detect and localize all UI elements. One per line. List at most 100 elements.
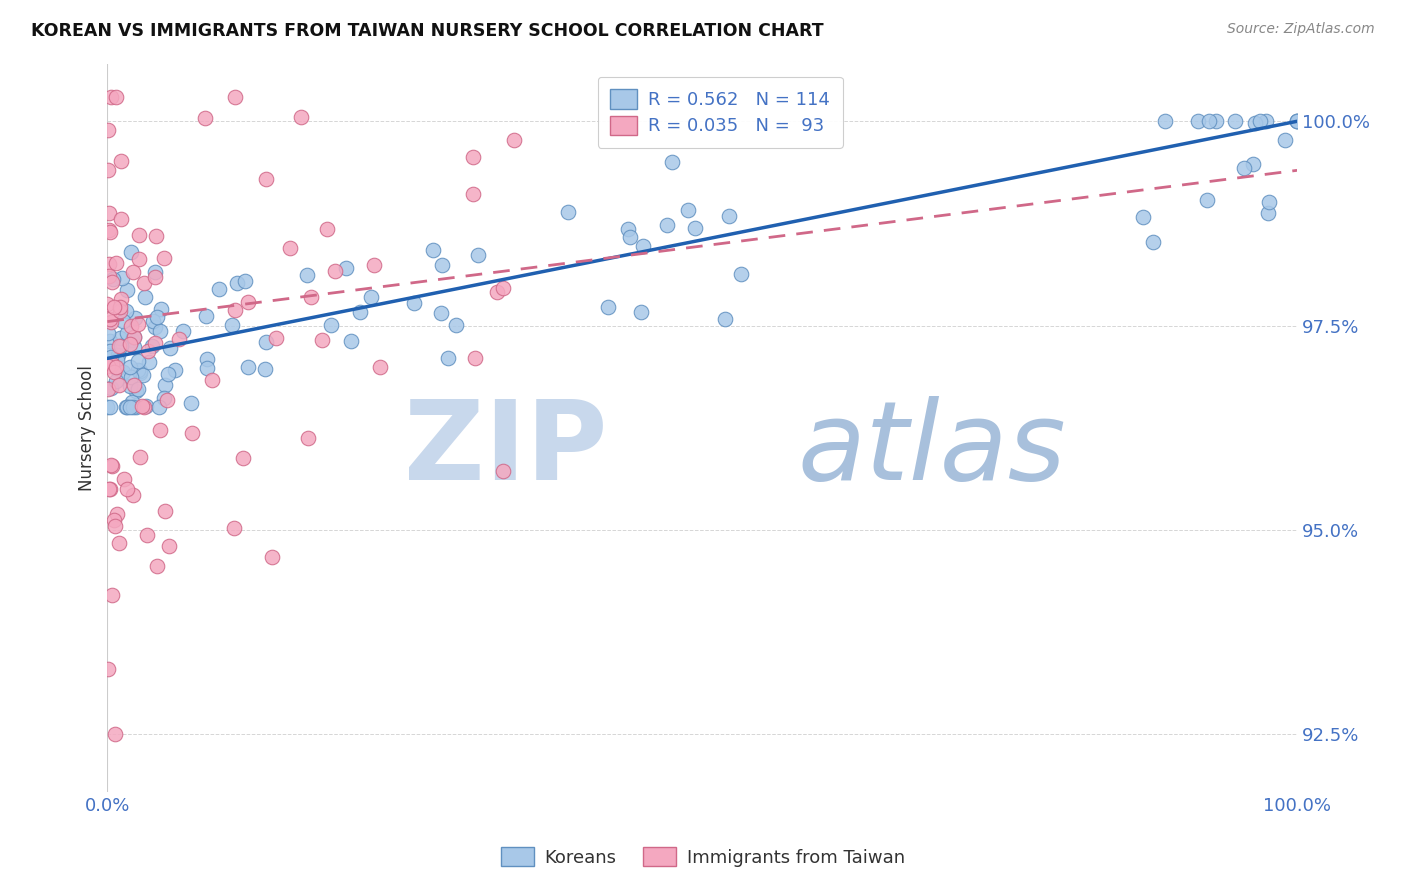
Point — [349, 305, 371, 319]
Point — [195, 360, 218, 375]
Point — [101, 589, 124, 603]
Point — [149, 324, 172, 338]
Point — [290, 110, 312, 124]
Text: ZIP: ZIP — [404, 396, 607, 503]
Point — [131, 399, 153, 413]
Point — [142, 313, 165, 327]
Point — [100, 276, 122, 290]
Point — [100, 350, 122, 364]
Point — [122, 488, 145, 502]
Point — [197, 352, 219, 367]
Point — [103, 727, 125, 741]
Point — [98, 225, 121, 239]
Point — [297, 431, 319, 445]
Point — [118, 336, 141, 351]
Point — [117, 283, 139, 297]
Point — [1233, 161, 1256, 175]
Point — [661, 155, 683, 169]
Point — [105, 507, 128, 521]
Point — [1286, 114, 1309, 128]
Point — [98, 312, 121, 326]
Point — [718, 209, 741, 223]
Point — [107, 339, 129, 353]
Point — [97, 326, 120, 340]
Point — [108, 304, 131, 318]
Point — [128, 450, 150, 465]
Point — [104, 374, 127, 388]
Point — [103, 271, 125, 285]
Point — [112, 472, 135, 486]
Point — [146, 558, 169, 573]
Point — [278, 241, 301, 255]
Point — [152, 391, 174, 405]
Point — [339, 334, 361, 349]
Point — [122, 401, 145, 415]
Point — [236, 295, 259, 310]
Point — [138, 344, 160, 359]
Point — [98, 483, 121, 497]
Point — [127, 382, 149, 396]
Point — [617, 222, 640, 236]
Point — [631, 239, 654, 253]
Point — [127, 354, 149, 368]
Point — [233, 274, 256, 288]
Point — [100, 334, 122, 348]
Point — [127, 317, 149, 331]
Point — [195, 310, 218, 324]
Point — [97, 359, 120, 373]
Point — [100, 315, 122, 329]
Point — [120, 370, 142, 384]
Point — [598, 300, 620, 314]
Point — [112, 365, 135, 379]
Point — [630, 304, 652, 318]
Point — [157, 540, 180, 554]
Point — [1274, 133, 1296, 147]
Point — [232, 451, 254, 466]
Point — [96, 401, 118, 415]
Point — [143, 335, 166, 350]
Legend: R = 0.562   N = 114, R = 0.035   N =  93: R = 0.562 N = 114, R = 0.035 N = 93 — [598, 77, 842, 148]
Point — [138, 355, 160, 369]
Point — [464, 351, 486, 365]
Point — [165, 363, 187, 377]
Point — [115, 326, 138, 340]
Point — [143, 269, 166, 284]
Point — [224, 89, 246, 103]
Point — [323, 264, 346, 278]
Point — [1286, 114, 1309, 128]
Point — [254, 172, 277, 186]
Point — [114, 401, 136, 415]
Point — [105, 89, 128, 103]
Point — [254, 335, 277, 350]
Point — [155, 504, 177, 518]
Point — [260, 550, 283, 565]
Point — [437, 351, 460, 365]
Point — [430, 306, 453, 320]
Text: atlas: atlas — [797, 396, 1066, 503]
Point — [132, 277, 155, 291]
Point — [619, 230, 641, 244]
Point — [101, 458, 124, 473]
Point — [128, 227, 150, 242]
Point — [149, 301, 172, 316]
Point — [122, 330, 145, 344]
Point — [1249, 114, 1271, 128]
Point — [129, 364, 152, 378]
Point — [105, 362, 128, 376]
Point — [1154, 114, 1177, 128]
Point — [97, 123, 120, 137]
Point — [444, 318, 467, 333]
Point — [98, 257, 121, 271]
Point — [1205, 114, 1227, 128]
Point — [226, 277, 249, 291]
Point — [122, 340, 145, 354]
Point — [110, 271, 132, 285]
Legend: Koreans, Immigrants from Taiwan: Koreans, Immigrants from Taiwan — [494, 840, 912, 874]
Point — [110, 292, 132, 306]
Y-axis label: Nursery School: Nursery School — [79, 365, 96, 491]
Point — [363, 259, 385, 273]
Point — [120, 401, 142, 415]
Point — [100, 458, 122, 472]
Point — [120, 318, 142, 333]
Point — [146, 310, 169, 325]
